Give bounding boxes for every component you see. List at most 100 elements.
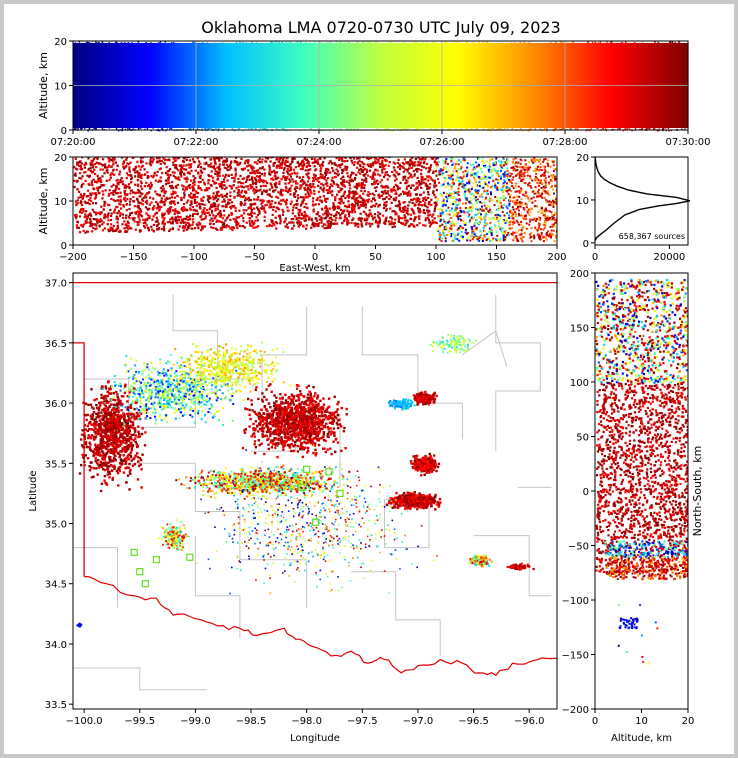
source-point <box>520 159 523 162</box>
source-point <box>456 175 459 178</box>
source-point <box>89 167 92 170</box>
source-point <box>110 212 113 215</box>
source-point <box>474 181 477 184</box>
source-point <box>399 209 402 213</box>
source-point <box>264 211 267 214</box>
source-point <box>386 178 389 181</box>
source-point <box>250 171 254 174</box>
x-tick-label: 07:20:00 <box>51 137 96 148</box>
source-point <box>435 174 438 177</box>
source-point <box>449 195 452 198</box>
source-point <box>472 194 475 197</box>
source-point <box>144 194 147 198</box>
source-point <box>300 184 303 187</box>
source-point <box>539 181 542 184</box>
source-point <box>331 180 335 183</box>
source-point <box>270 219 273 222</box>
source-point <box>324 212 327 215</box>
source-point <box>379 174 382 177</box>
source-point <box>226 216 229 219</box>
source-point <box>457 232 460 235</box>
source-point <box>255 42 258 44</box>
source-point <box>299 162 303 165</box>
source-point <box>149 158 152 162</box>
source-point <box>623 43 625 45</box>
source-point <box>348 41 351 44</box>
source-point <box>501 227 504 230</box>
source-point <box>271 44 273 46</box>
source-point <box>148 203 151 206</box>
source-point <box>351 197 354 200</box>
source-point <box>81 197 84 200</box>
source-point <box>684 127 687 129</box>
source-point <box>531 201 534 204</box>
source-point <box>340 168 344 172</box>
source-point <box>251 179 254 182</box>
source-point <box>667 127 670 129</box>
source-point <box>115 228 118 231</box>
source-point <box>463 187 466 190</box>
source-point <box>133 175 137 178</box>
source-point <box>353 205 356 208</box>
source-point <box>139 180 143 183</box>
source-point <box>101 190 104 193</box>
source-point <box>273 171 277 174</box>
source-point <box>182 209 185 213</box>
source-point <box>422 127 424 130</box>
source-point <box>230 211 233 215</box>
source-point <box>234 218 237 221</box>
source-point <box>339 163 342 166</box>
source-point <box>378 127 381 129</box>
source-point <box>132 218 135 221</box>
source-point <box>371 174 375 177</box>
source-point <box>191 213 195 216</box>
source-point <box>553 219 556 222</box>
source-point <box>262 184 265 187</box>
source-point <box>641 128 643 130</box>
source-point <box>377 224 380 228</box>
source-point <box>93 197 97 200</box>
source-point <box>207 201 211 204</box>
source-point <box>145 218 149 221</box>
source-point <box>435 188 438 192</box>
source-point <box>465 232 468 235</box>
source-point <box>550 174 553 177</box>
source-point <box>547 218 550 221</box>
source-point <box>173 191 176 195</box>
source-point <box>331 190 334 193</box>
source-point <box>256 171 259 174</box>
source-point <box>339 187 342 190</box>
source-point <box>343 190 346 193</box>
source-point <box>553 214 556 217</box>
source-point <box>278 182 281 186</box>
source-point <box>362 166 365 169</box>
source-point <box>366 174 370 177</box>
source-point <box>382 167 385 170</box>
source-point <box>78 190 81 193</box>
source-point <box>191 197 194 200</box>
source-point <box>77 226 80 229</box>
source-point <box>215 154 217 156</box>
source-point <box>390 217 394 220</box>
source-point <box>248 222 252 225</box>
source-point <box>407 184 411 187</box>
source-point <box>617 128 619 130</box>
source-point <box>530 232 533 235</box>
source-point <box>148 162 151 165</box>
source-point <box>332 181 335 184</box>
source-point <box>358 157 361 160</box>
source-point <box>345 128 348 131</box>
source-point <box>681 128 683 131</box>
source-point <box>369 163 372 166</box>
source-point <box>387 164 390 167</box>
source-point <box>356 204 359 207</box>
source-point <box>367 215 370 218</box>
source-point <box>514 211 517 214</box>
source-point <box>615 43 618 45</box>
source-point <box>244 160 247 163</box>
source-point <box>129 192 132 195</box>
source-point <box>275 227 278 230</box>
source-point <box>409 193 412 197</box>
source-point <box>307 192 310 195</box>
source-point <box>391 210 394 213</box>
